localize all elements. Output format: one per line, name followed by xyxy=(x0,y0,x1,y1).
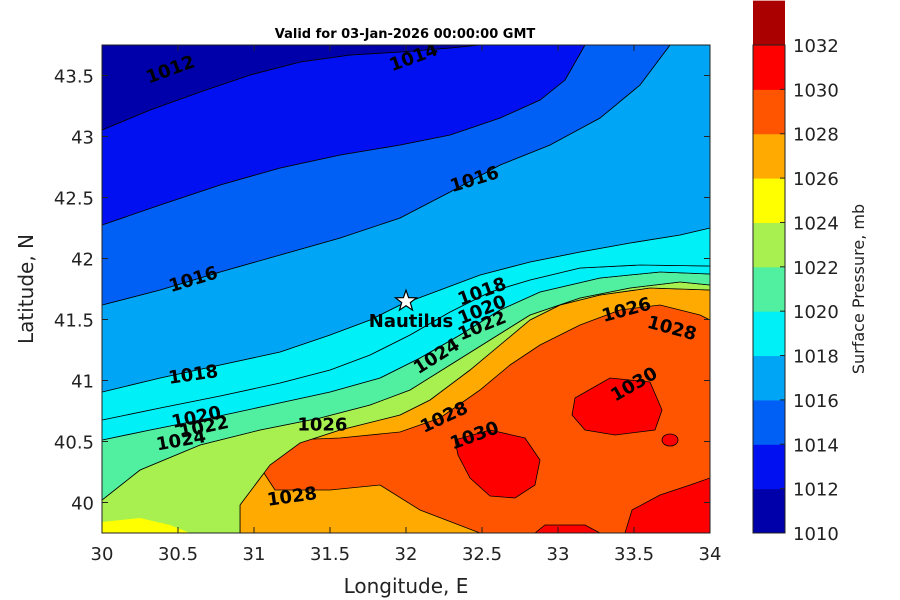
x-tick-label: 30.5 xyxy=(158,544,198,565)
marker-label: Nautilus xyxy=(369,311,454,332)
colorbar-band xyxy=(753,178,785,223)
band-1010 xyxy=(102,45,481,131)
colorbar-tick-label: 1030 xyxy=(793,80,839,101)
colorbar-band xyxy=(753,311,785,357)
colorbar-band xyxy=(753,444,785,490)
band-1030-south xyxy=(624,477,710,533)
colorbar-band xyxy=(753,399,785,445)
y-tick-label: 40 xyxy=(71,494,94,515)
y-tick-label: 41.5 xyxy=(54,311,94,332)
band-1030-south2 xyxy=(534,524,601,533)
band-1030-east xyxy=(571,377,663,436)
colorbar-tick-label: 1032 xyxy=(793,36,839,57)
colorbar xyxy=(753,0,785,534)
colorbar-band xyxy=(753,0,785,46)
colorbar-tick-label: 1024 xyxy=(793,213,839,234)
x-tick-label: 34 xyxy=(699,544,722,565)
colorbar-band xyxy=(753,488,785,534)
y-tick-label: 42.5 xyxy=(54,189,94,210)
colorbar-tick-label: 1010 xyxy=(793,524,839,545)
contour-field: 1012 101410161016101810181020102210241020… xyxy=(102,45,710,533)
x-tick-label: 31.5 xyxy=(310,544,350,565)
colorbar-tick-label: 1026 xyxy=(793,169,839,190)
contour-label: 1026 xyxy=(297,414,347,435)
y-axis-label: Latitude, N xyxy=(14,234,38,344)
x-tick-label: 33.5 xyxy=(614,544,654,565)
band-1022-tail xyxy=(102,518,190,533)
colorbar-tick-label: 1022 xyxy=(793,258,839,279)
y-tick-label: 41 xyxy=(71,372,94,393)
colorbar-band xyxy=(753,266,785,312)
colorbar-label: Surface Pressure, mb xyxy=(849,204,868,374)
colorbar-band xyxy=(753,222,785,268)
colorbar-band xyxy=(753,45,785,90)
x-tick-label: 32.5 xyxy=(462,544,502,565)
colorbar-band xyxy=(753,355,785,401)
y-axis-ticks: 40 40.5 41 41.5 42 42.5 43 43.5 xyxy=(54,67,710,515)
band-1030-spot xyxy=(661,433,679,447)
colorbar-tick-label: 1014 xyxy=(793,435,839,456)
y-tick-label: 43.5 xyxy=(54,67,94,88)
colorbar-tick-label: 1028 xyxy=(793,125,839,146)
colorbar-band xyxy=(753,133,785,179)
colorbar-tick-label: 1016 xyxy=(793,391,839,412)
x-tick-label: 33 xyxy=(547,544,570,565)
x-axis-ticks: 30 30.5 31 31.5 32 32.5 33 33.5 34 xyxy=(91,45,722,565)
location-markers: Nautilus xyxy=(369,288,454,332)
star-marker-icon xyxy=(393,288,419,312)
colorbar-ticks: 1010 1012 1014 1016 1018 1020 1022 1024 1026 1028… xyxy=(780,36,839,545)
x-axis-label: Longitude, E xyxy=(344,574,469,598)
x-tick-label: 32 xyxy=(395,544,418,565)
colorbar-tick-label: 1012 xyxy=(793,480,839,501)
band-1030-west xyxy=(454,429,541,499)
y-tick-label: 43 xyxy=(71,128,94,149)
chart-title: Valid for 03-Jan-2026 00:00:00 GMT xyxy=(275,27,536,42)
colorbar-frame xyxy=(752,44,786,534)
colorbar-tick-label: 1020 xyxy=(793,302,839,323)
colorbar-band xyxy=(753,89,785,135)
x-tick-label: 30 xyxy=(91,544,114,565)
x-tick-label: 31 xyxy=(243,544,266,565)
y-tick-label: 42 xyxy=(71,250,94,271)
y-tick-label: 40.5 xyxy=(54,433,94,454)
colorbar-tick-label: 1018 xyxy=(793,347,839,368)
